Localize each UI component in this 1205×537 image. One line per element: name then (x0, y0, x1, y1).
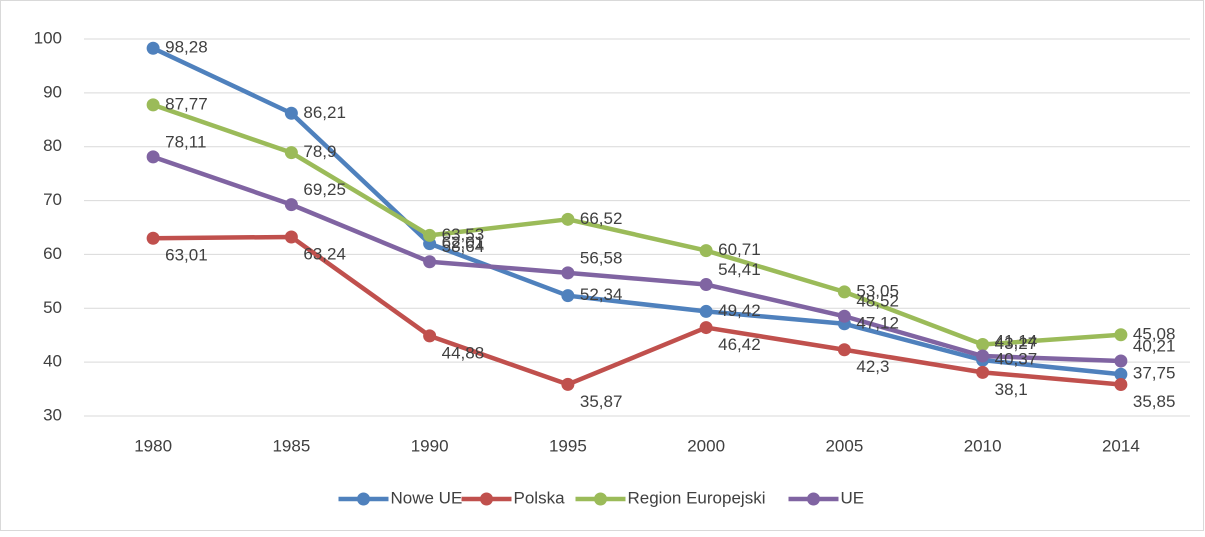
data-label: 41,14 (995, 331, 1038, 350)
data-label: 35,85 (1133, 392, 1176, 411)
legend-label: UE (841, 488, 865, 507)
data-label: 42,3 (856, 357, 889, 376)
y-tick-label: 80 (43, 136, 62, 155)
data-label: 63,24 (303, 244, 346, 263)
data-label: 58,64 (442, 237, 485, 256)
legend-marker (594, 492, 607, 506)
legend-label: Region Europejski (628, 488, 766, 507)
legend-marker (807, 492, 820, 506)
data-label: 87,77 (165, 94, 208, 113)
legend-label: Nowe UE (391, 488, 463, 507)
point (423, 255, 437, 269)
x-tick-label: 1980 (134, 436, 172, 455)
data-label: 52,34 (580, 285, 623, 304)
data-label: 38,1 (995, 380, 1028, 399)
data-label: 63,01 (165, 246, 208, 265)
data-label: 63,53 (442, 225, 485, 244)
y-tick-label: 90 (43, 82, 62, 101)
data-label: 53,05 (856, 281, 899, 300)
point (837, 309, 851, 323)
data-label: 78,11 (165, 132, 206, 151)
point (976, 349, 990, 363)
point (146, 98, 160, 112)
y-tick-label: 100 (34, 28, 62, 47)
x-tick-label: 1985 (272, 436, 310, 455)
y-tick-label: 40 (43, 352, 62, 371)
data-label: 86,21 (303, 103, 346, 122)
data-label: 98,28 (165, 38, 208, 57)
point (561, 289, 575, 303)
data-label: 48,52 (856, 292, 899, 311)
point (976, 338, 990, 352)
point (837, 285, 851, 299)
x-tick-label: 2010 (964, 436, 1002, 455)
point (1114, 328, 1128, 342)
series-line (152, 102, 1122, 347)
point (699, 244, 713, 258)
x-tick-label: 1995 (549, 436, 587, 455)
data-label: 43,27 (995, 334, 1038, 353)
series-line (152, 46, 1122, 377)
data-label: 40,37 (995, 350, 1038, 369)
data-label: 37,75 (1133, 364, 1176, 383)
point (1114, 354, 1128, 368)
point (146, 41, 160, 55)
point (561, 212, 575, 226)
data-label: 56,58 (580, 248, 623, 267)
data-label: 49,42 (718, 301, 761, 320)
point (146, 150, 160, 164)
point (561, 266, 575, 280)
data-label: 66,52 (580, 209, 623, 228)
data-label: 35,87 (580, 392, 623, 411)
point (561, 377, 575, 391)
point (146, 231, 160, 245)
series-line (152, 154, 1121, 364)
point (1114, 377, 1128, 391)
legend-marker (480, 492, 493, 506)
data-label: 78,9 (303, 142, 336, 161)
y-tick-label: 30 (43, 405, 62, 424)
data-label: 46,42 (718, 335, 761, 354)
y-tick-label: 70 (43, 190, 62, 209)
y-tick-label: 60 (43, 244, 62, 263)
point (284, 146, 298, 160)
data-label: 69,25 (303, 180, 346, 199)
point (699, 304, 713, 318)
data-label: 47,12 (856, 313, 899, 332)
point (1114, 367, 1128, 381)
point (699, 278, 713, 292)
point (423, 329, 437, 343)
point (284, 230, 298, 244)
point (837, 343, 851, 357)
legend-marker (357, 492, 370, 506)
y-tick-label: 50 (43, 298, 62, 317)
data-label: 45,08 (1133, 324, 1176, 343)
data-label: 40,21 (1133, 336, 1176, 355)
point (423, 228, 437, 242)
series-line (153, 234, 1122, 387)
x-tick-label: 2000 (687, 436, 725, 455)
data-label: 44,88 (442, 343, 485, 362)
data-label: 62,01 (442, 233, 485, 252)
point (284, 198, 298, 212)
x-tick-label: 1990 (411, 436, 449, 455)
x-tick-label: 2005 (825, 436, 863, 455)
point (976, 365, 990, 379)
point (699, 321, 713, 335)
data-label: 60,71 (718, 240, 761, 259)
data-label: 54,41 (718, 260, 761, 279)
x-tick-label: 2014 (1102, 436, 1140, 455)
point (284, 106, 298, 120)
legend-label: Polska (514, 488, 566, 507)
